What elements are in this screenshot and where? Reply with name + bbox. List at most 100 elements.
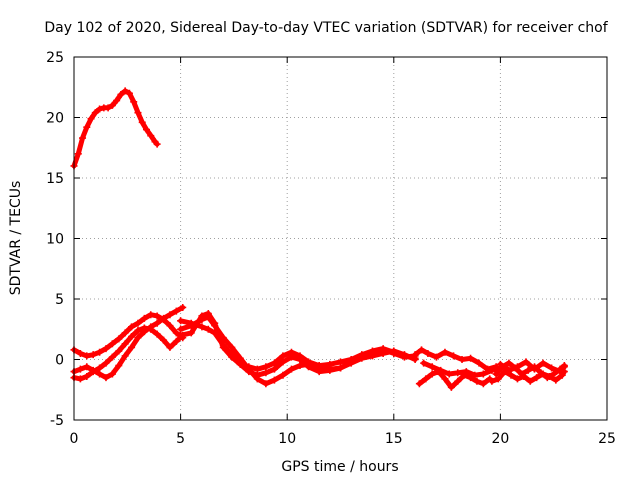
data-point bbox=[177, 331, 185, 339]
data-point bbox=[76, 365, 84, 373]
data-point bbox=[134, 326, 142, 334]
data-point bbox=[496, 360, 504, 368]
data-point bbox=[279, 358, 287, 366]
data-point bbox=[415, 380, 423, 388]
data-point bbox=[262, 363, 270, 371]
data-point bbox=[548, 364, 556, 372]
data-point bbox=[198, 312, 206, 320]
data-point bbox=[219, 343, 227, 351]
grid bbox=[74, 57, 607, 420]
series-track-right-2 bbox=[415, 368, 494, 391]
data-point bbox=[83, 352, 91, 360]
data-point bbox=[279, 371, 287, 379]
data-point bbox=[83, 123, 91, 131]
data-point bbox=[270, 359, 278, 367]
data-point bbox=[471, 371, 479, 379]
data-point bbox=[432, 353, 440, 361]
data-point bbox=[479, 370, 487, 378]
data-point bbox=[128, 323, 136, 331]
data-point bbox=[418, 346, 426, 354]
data-point bbox=[108, 370, 116, 378]
chart-title: Day 102 of 2020, Sidereal Day-to-day VTE… bbox=[44, 20, 608, 36]
axes: 0 5 10 15 20 25 -5 0 5 10 15 20 25 bbox=[46, 50, 616, 447]
series-track-far-2 bbox=[488, 368, 568, 385]
y-tick-label: 5 bbox=[55, 292, 64, 308]
series-track-mid-3 bbox=[177, 310, 419, 373]
data-point bbox=[441, 348, 449, 356]
data-point bbox=[524, 366, 532, 374]
y-tick-label: 15 bbox=[46, 171, 64, 187]
data-point bbox=[89, 351, 97, 359]
data-point bbox=[140, 328, 148, 336]
data-point bbox=[121, 340, 129, 348]
data-point bbox=[187, 329, 195, 337]
data-point bbox=[315, 368, 323, 376]
data-point bbox=[76, 375, 84, 383]
data-point bbox=[379, 345, 387, 353]
data-point bbox=[108, 353, 116, 361]
data-point bbox=[505, 359, 513, 367]
data-point bbox=[134, 319, 142, 327]
x-tick-label: 25 bbox=[598, 431, 616, 447]
data-point bbox=[108, 340, 116, 348]
data-point bbox=[262, 369, 270, 377]
data-point bbox=[166, 311, 174, 319]
data-point bbox=[552, 376, 560, 384]
y-tick-label: 0 bbox=[55, 353, 64, 369]
data-point bbox=[102, 345, 110, 353]
data-point bbox=[326, 360, 334, 368]
data-point bbox=[96, 370, 104, 378]
data-point bbox=[96, 348, 104, 356]
data-point bbox=[315, 362, 323, 370]
data-point bbox=[138, 118, 146, 126]
data-point bbox=[166, 322, 174, 330]
y-axis-label: SDTVAR / TECUs bbox=[8, 181, 24, 296]
data-point bbox=[358, 351, 366, 359]
data-point bbox=[134, 334, 142, 342]
data-point bbox=[458, 356, 466, 363]
data-point bbox=[153, 312, 161, 320]
data-point bbox=[337, 358, 344, 366]
data-point bbox=[117, 91, 125, 99]
data-point bbox=[121, 352, 129, 360]
data-point bbox=[287, 365, 295, 373]
data-point bbox=[236, 360, 244, 368]
data-point bbox=[76, 349, 84, 357]
data-point bbox=[91, 109, 99, 117]
data-point bbox=[177, 317, 185, 325]
data-point bbox=[121, 329, 129, 337]
data-series bbox=[70, 87, 568, 391]
data-point bbox=[533, 374, 541, 382]
data-point bbox=[479, 380, 487, 388]
data-point bbox=[89, 366, 97, 374]
data-point bbox=[494, 375, 502, 383]
data-point bbox=[96, 105, 104, 113]
data-point bbox=[305, 358, 313, 366]
data-point bbox=[102, 359, 110, 367]
data-point bbox=[390, 348, 398, 356]
data-point bbox=[420, 359, 428, 367]
data-point bbox=[505, 366, 513, 374]
data-point bbox=[447, 383, 455, 391]
data-point bbox=[454, 369, 462, 377]
y-tick-label: 20 bbox=[46, 111, 64, 127]
data-point bbox=[539, 359, 547, 367]
data-point bbox=[253, 371, 261, 379]
data-point bbox=[488, 377, 496, 385]
data-point bbox=[556, 368, 564, 376]
data-point bbox=[96, 364, 104, 372]
x-tick-label: 0 bbox=[70, 431, 79, 447]
data-point bbox=[115, 347, 123, 355]
data-point bbox=[147, 323, 155, 331]
series-track-low-3 bbox=[70, 303, 187, 382]
data-point bbox=[104, 104, 112, 112]
data-point bbox=[445, 370, 453, 378]
data-point bbox=[211, 319, 219, 327]
data-point bbox=[296, 362, 304, 370]
data-point bbox=[400, 352, 408, 360]
data-point bbox=[262, 380, 270, 388]
data-point bbox=[287, 348, 295, 356]
data-point bbox=[424, 349, 432, 357]
data-point bbox=[228, 343, 236, 351]
